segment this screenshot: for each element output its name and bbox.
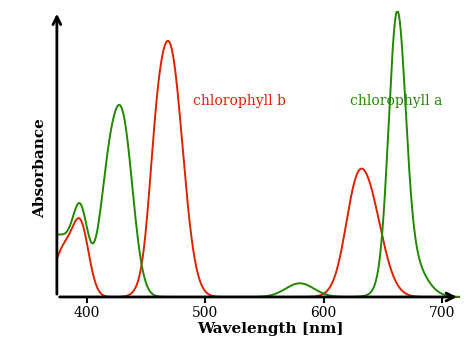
Text: 500: 500 xyxy=(192,306,218,320)
Text: Wavelength [nm]: Wavelength [nm] xyxy=(197,322,344,336)
Text: 400: 400 xyxy=(73,306,100,320)
Text: 600: 600 xyxy=(310,306,337,320)
Text: 700: 700 xyxy=(429,306,455,320)
Text: chlorophyll b: chlorophyll b xyxy=(193,94,286,108)
Text: Absorbance: Absorbance xyxy=(33,118,47,218)
Text: chlorophyll a: chlorophyll a xyxy=(349,94,442,108)
